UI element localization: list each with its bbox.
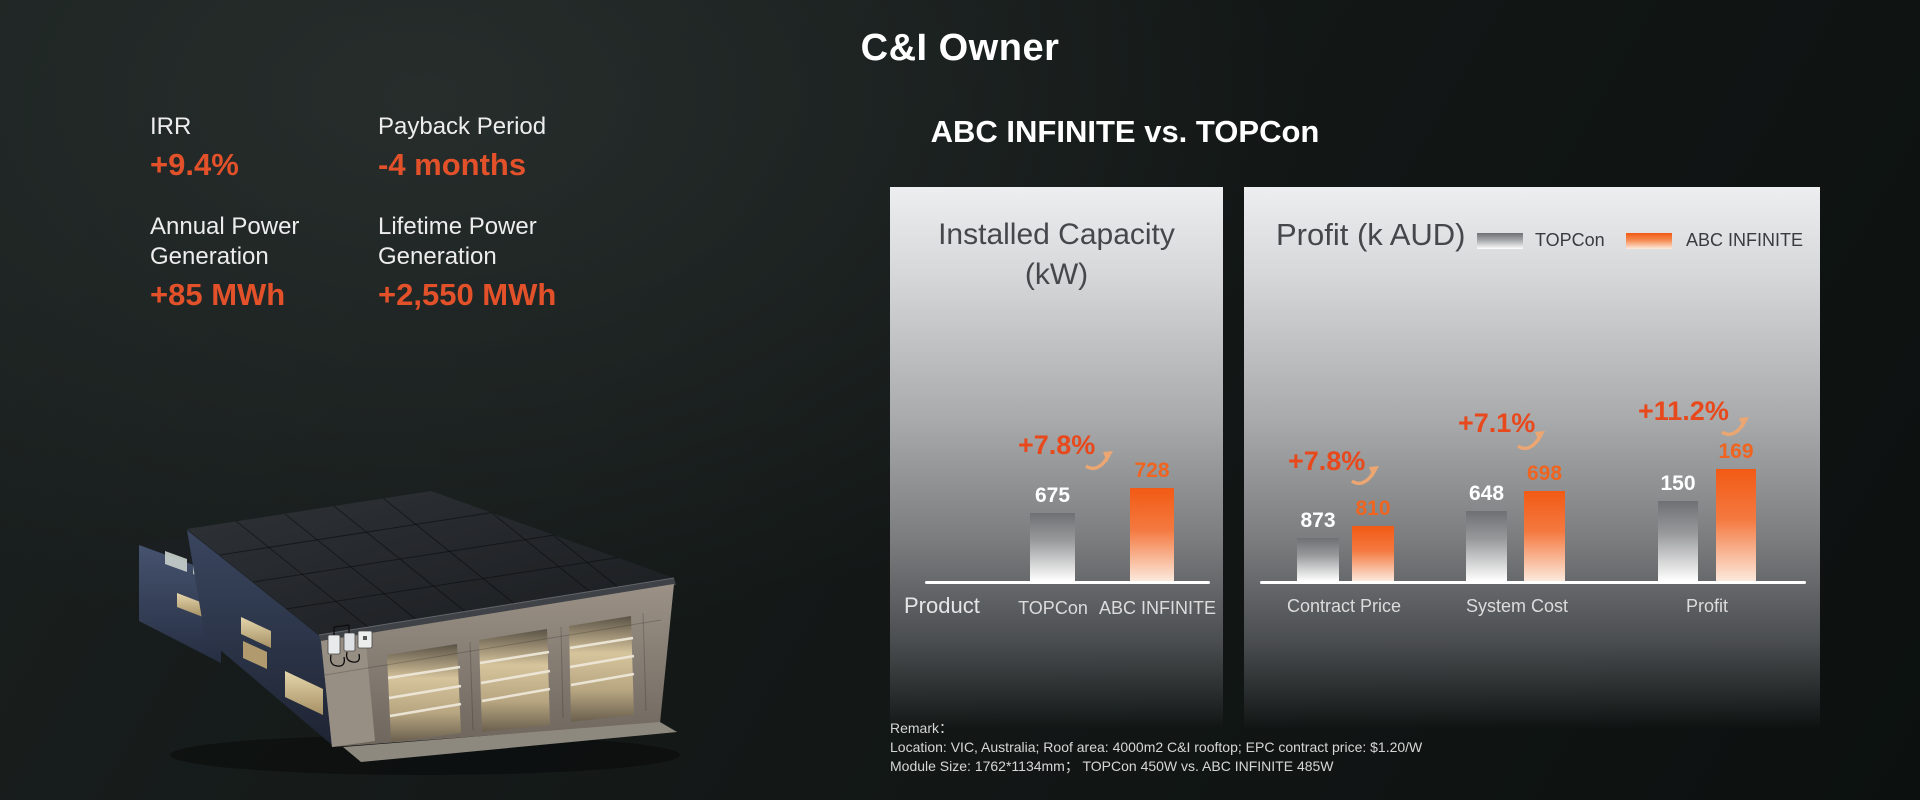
remark-line: Module Size: 1762*1134mm； TOPCon 450W vs… — [890, 758, 1334, 774]
growth-annotation: +7.8% — [1288, 446, 1366, 476]
growth-annotation: +7.8% — [1018, 430, 1096, 460]
growth-arrow-icon — [1084, 451, 1113, 471]
bar-topcon-system-cost: 648 — [1466, 482, 1507, 581]
bar-topcon-contract-price: 873 — [1297, 509, 1339, 581]
legend-swatch-topcon — [1477, 233, 1523, 249]
stat-irr: IRR +9.4% — [150, 112, 365, 183]
bar-rect — [1524, 491, 1565, 581]
bar-value-label: 169 — [1718, 440, 1754, 463]
bar-rect — [1352, 526, 1394, 581]
bar-value-label: 810 — [1355, 497, 1391, 520]
bar-value-label: 873 — [1300, 509, 1336, 532]
bar-rect — [1297, 538, 1339, 581]
warehouse-building-illustration — [139, 491, 680, 775]
category-label-abc-infinite: ABC INFINITE — [1099, 598, 1217, 618]
page-title: C&I Owner — [860, 27, 1060, 69]
bar-abc-infinite: 728 — [1130, 459, 1174, 581]
x-axis-line — [1260, 581, 1806, 584]
growth-arrow-icon — [1720, 417, 1749, 437]
category-label-topcon: TOPCon — [1018, 598, 1088, 618]
bar-value-label: 698 — [1526, 462, 1563, 485]
growth-arrow-icon — [1350, 466, 1379, 486]
bar-rect — [1658, 501, 1698, 581]
stat-label: Annual Power Generation — [150, 213, 300, 270]
remark-heading: Remark： — [890, 720, 954, 736]
stat-annual-power: Annual Power Generation +85 MWh — [150, 212, 365, 313]
bar-value-label: 150 — [1660, 472, 1696, 495]
growth-arrow-icon — [1516, 431, 1545, 451]
remark-note: Remark： Location: VIC, Australia; Roof a… — [890, 719, 1422, 776]
legend-swatch-abc-infinite — [1626, 233, 1672, 249]
bar-rect — [1466, 511, 1507, 581]
bar-abc-profit: 169 — [1716, 440, 1756, 581]
growth-annotation: +11.2% — [1638, 396, 1729, 426]
bar-rect-abc-infinite — [1130, 488, 1174, 581]
installed-capacity-chart-panel: Installed Capacity (kW) +7.8% 675 728 Pr… — [890, 187, 1223, 740]
legend-label-topcon: TOPCon — [1535, 230, 1605, 250]
stat-label: Payback Period — [378, 113, 547, 140]
stat-label: Lifetime Power Generation — [378, 213, 537, 270]
bar-abc-contract-price: 810 — [1352, 497, 1394, 581]
bar-rect-topcon — [1030, 513, 1075, 581]
category-label-system-cost: System Cost — [1465, 596, 1569, 616]
stat-payback-period: Payback Period -4 months — [378, 112, 593, 183]
bar-topcon: 675 — [1030, 484, 1075, 581]
bar-topcon-profit: 150 — [1658, 472, 1698, 581]
bar-rect — [1716, 469, 1756, 581]
category-label-contract-price: Contract Price — [1286, 596, 1402, 616]
stat-value: +85 MWh — [150, 277, 286, 312]
x-axis-line — [925, 581, 1210, 584]
inverter-boxes — [327, 624, 373, 667]
profit-chart-panel: Profit (k AUD) TOPCon ABC INFINITE +7.8%… — [1244, 187, 1820, 740]
legend-label-abc-infinite: ABC INFINITE — [1686, 230, 1804, 250]
bar-abc-system-cost: 698 — [1524, 462, 1565, 581]
bar-value-label: 728 — [1134, 459, 1170, 482]
growth-annotation: +7.1% — [1458, 408, 1536, 438]
bar-value-label: 648 — [1468, 482, 1505, 505]
chart-title: Profit (k AUD) — [1276, 217, 1466, 252]
category-label-profit: Profit — [1685, 596, 1728, 616]
stat-value: +9.4% — [150, 147, 239, 182]
stat-value: -4 months — [378, 147, 527, 182]
axis-corner-label: Product — [904, 593, 980, 618]
chart-title: Installed Capacity (kW) — [938, 218, 1175, 291]
stat-value: +2,550 MWh — [378, 277, 557, 312]
remark-line: Location: VIC, Australia; Roof area: 400… — [890, 739, 1423, 755]
comparison-subtitle: ABC INFINITE vs. TOPCon — [930, 114, 1320, 149]
stat-lifetime-power: Lifetime Power Generation +2,550 MWh — [378, 212, 593, 313]
stat-label: IRR — [150, 113, 192, 140]
bar-value-label: 675 — [1034, 484, 1071, 507]
